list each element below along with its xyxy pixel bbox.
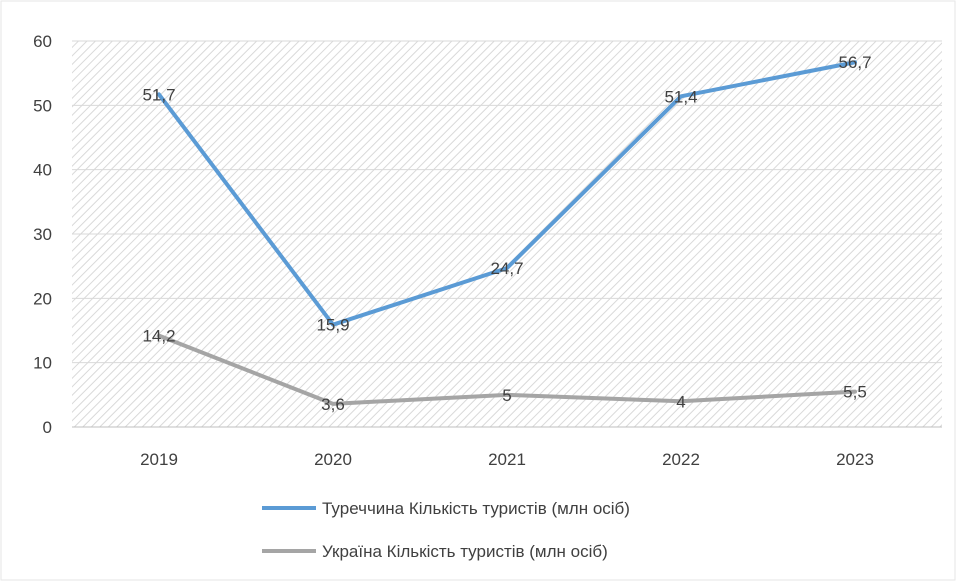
x-tick-label: 2021 [488,450,526,469]
data-label: 51,7 [142,85,175,104]
data-label: 51,4 [664,87,697,106]
x-tick-label: 2022 [662,450,700,469]
legend-label: Туреччина Кількість туристів (млн осіб) [322,499,630,518]
x-tick-label: 2020 [314,450,352,469]
data-label: 4 [676,392,685,411]
y-tick-label: 30 [33,225,52,244]
data-label: 15,9 [316,316,349,335]
legend-label: Україна Кількість туристів (млн осіб) [322,542,608,561]
y-tick-label: 10 [33,354,52,373]
data-label: 5,5 [843,383,867,402]
data-label: 5 [502,386,511,405]
x-tick-label: 2023 [836,450,874,469]
x-tick-label: 2019 [140,450,178,469]
y-tick-label: 50 [33,96,52,115]
y-tick-label: 40 [33,161,52,180]
y-tick-label: 60 [33,32,52,51]
data-label: 14,2 [142,327,175,346]
y-tick-label: 20 [33,289,52,308]
y-tick-label: 0 [43,418,52,437]
data-label: 3,6 [321,395,345,414]
data-label: 56,7 [838,53,871,72]
data-label: 24,7 [490,259,523,278]
